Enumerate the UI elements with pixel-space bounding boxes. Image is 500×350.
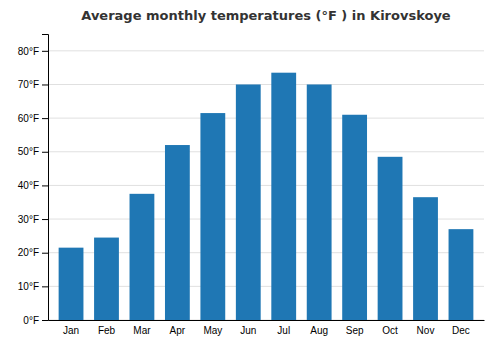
y-tick: 20°F <box>18 247 48 258</box>
x-tick: Jun <box>240 325 256 336</box>
y-tick-label: 20°F <box>18 247 39 258</box>
y-tick-label: 40°F <box>18 180 39 191</box>
grid-line <box>48 151 484 152</box>
bar <box>342 115 367 320</box>
y-tick: 70°F <box>18 79 48 90</box>
bar <box>413 197 438 320</box>
x-tick-label: Aug <box>310 325 328 336</box>
bars <box>59 73 474 320</box>
title: Average monthly temperatures (°F ) in Ki… <box>81 8 451 23</box>
x-tick-label: Oct <box>382 325 398 336</box>
y-tick-label: 50°F <box>18 146 39 157</box>
y-tick-mark <box>42 253 48 254</box>
x-tick-label: Mar <box>133 325 151 336</box>
x-tick-label: Jan <box>63 325 79 336</box>
bar <box>130 194 155 320</box>
x-tick: Apr <box>170 325 186 336</box>
y-tick-mark <box>42 118 48 119</box>
x-tick: Mar <box>133 325 151 336</box>
grid-line <box>48 185 484 186</box>
y-tick-mark <box>42 286 48 287</box>
x-tick: Jan <box>63 325 79 336</box>
bar <box>59 248 84 320</box>
y-tick-label: 70°F <box>18 79 39 90</box>
chart: 0°F 10°F 20°F 30°F 40°F 50°F 60°F 70°F 80°F Jan Fe… <box>0 0 500 350</box>
x-tick: Feb <box>98 325 116 336</box>
x-tick-label: May <box>203 325 222 336</box>
y-tick: 80°F <box>18 46 48 57</box>
y-tick-label: 80°F <box>18 46 39 57</box>
y-tick-label: 60°F <box>18 113 39 124</box>
x-tick-label: Nov <box>417 325 435 336</box>
x-tick: Dec <box>452 325 470 336</box>
x-axis: Jan Feb Mar Apr May Jun Jul Aug Sep Oct Nov Dec <box>49 321 485 337</box>
y-tick: 60°F <box>18 113 48 124</box>
bar <box>271 73 296 320</box>
bar <box>307 84 332 320</box>
grid-line <box>48 118 484 119</box>
y-tick-mark <box>42 185 48 186</box>
x-tick: May <box>203 325 222 336</box>
y-tick-label: 0°F <box>23 315 39 326</box>
bar <box>165 145 190 320</box>
y-tick-label: 30°F <box>18 214 39 225</box>
x-tick: Aug <box>310 325 328 336</box>
grid <box>48 51 484 320</box>
x-tick-label: Apr <box>170 325 186 336</box>
x-tick: Sep <box>346 325 364 336</box>
plot-area: 0°F 10°F 20°F 30°F 40°F 50°F 60°F 70°F 80°F Jan Fe… <box>18 35 485 337</box>
y-axis-line <box>42 35 49 321</box>
bar <box>94 238 119 320</box>
grid-line <box>48 50 484 51</box>
grid-line <box>48 84 484 85</box>
bar <box>449 229 474 320</box>
y-tick-mark <box>42 320 48 321</box>
y-tick: 10°F <box>18 281 48 292</box>
y-tick-mark <box>42 51 48 52</box>
bar <box>200 113 225 320</box>
y-tick-mark <box>42 84 48 85</box>
y-axis: 0°F 10°F 20°F 30°F 40°F 50°F 60°F 70°F 80°F <box>18 35 49 326</box>
y-tick: 0°F <box>23 315 48 326</box>
y-tick: 30°F <box>18 214 48 225</box>
y-tick-mark <box>42 152 48 153</box>
x-axis-line <box>49 320 485 321</box>
bar <box>378 157 403 320</box>
bar <box>236 84 261 320</box>
y-tick: 40°F <box>18 180 48 191</box>
x-tick: Nov <box>417 325 435 336</box>
x-tick-label: Jun <box>240 325 256 336</box>
x-tick-label: Dec <box>452 325 470 336</box>
y-tick: 50°F <box>18 146 48 157</box>
y-tick-label: 10°F <box>18 281 39 292</box>
x-tick-label: Sep <box>346 325 364 336</box>
y-tick-mark <box>42 219 48 220</box>
x-tick-label: Feb <box>98 325 116 336</box>
x-tick-label: Jul <box>277 325 290 336</box>
x-tick: Jul <box>277 325 290 336</box>
x-tick: Oct <box>382 325 398 336</box>
